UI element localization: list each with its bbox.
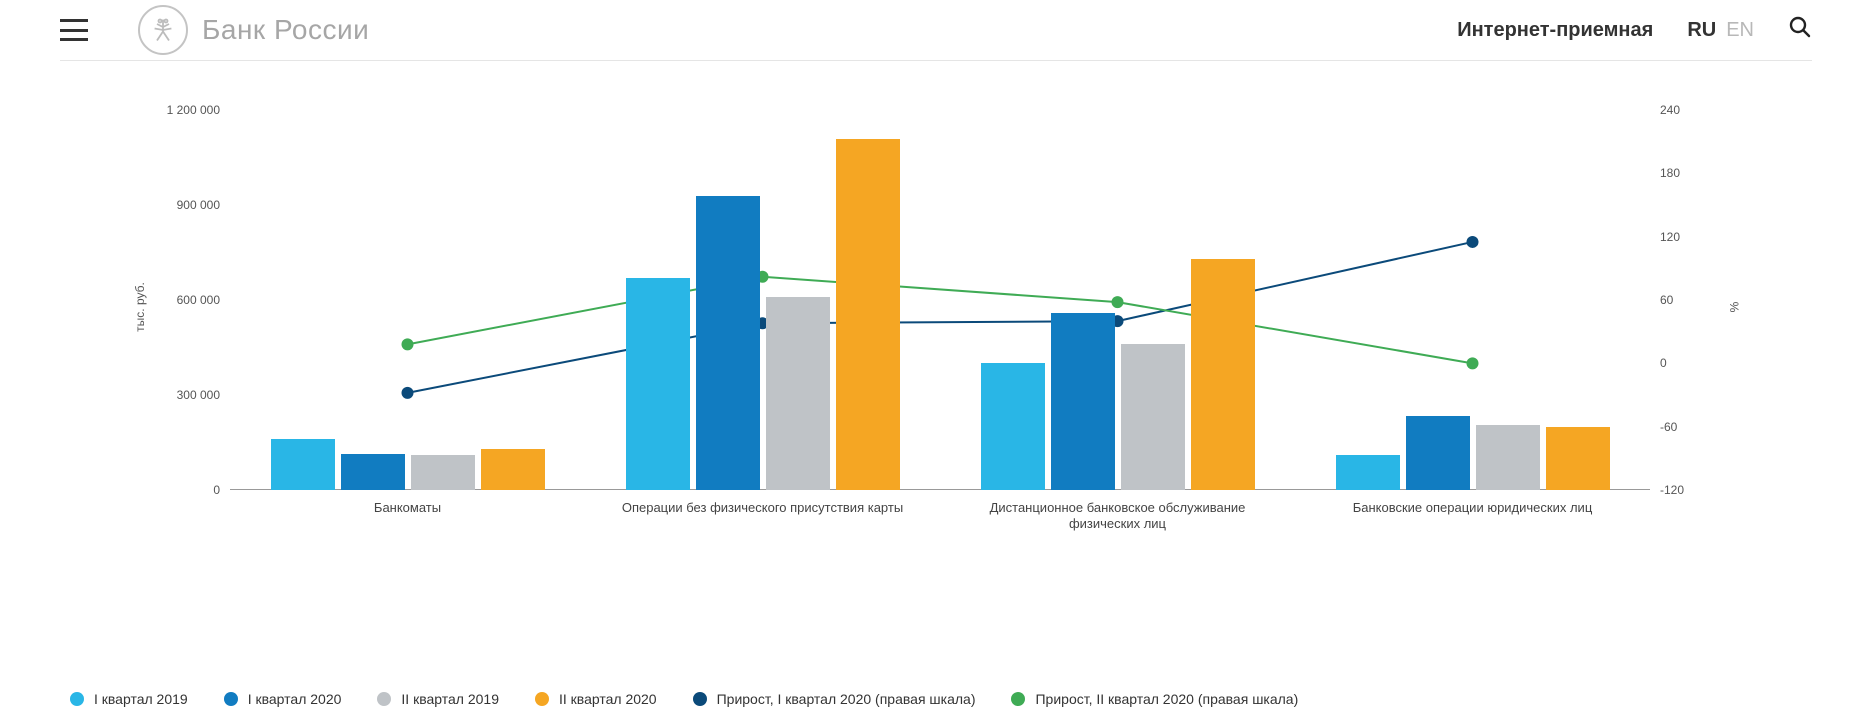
chart-bar	[626, 278, 690, 490]
eagle-icon	[138, 5, 188, 55]
chart-bar	[1476, 425, 1540, 490]
y-left-tick: 600 000	[177, 293, 220, 307]
chart-bar	[1121, 344, 1185, 490]
chart-bar	[696, 196, 760, 491]
legend-item[interactable]: II квартал 2020	[535, 691, 657, 707]
chart-line	[408, 242, 1473, 393]
chart-category-label: Операции без физического присутствия кар…	[566, 500, 960, 516]
y-left-tick: 0	[213, 483, 220, 497]
y-left-tick: 1 200 000	[167, 103, 220, 117]
legend-swatch	[693, 692, 707, 706]
legend-item[interactable]: Прирост, I квартал 2020 (правая шкала)	[693, 691, 976, 707]
language-switch: RU EN	[1687, 19, 1754, 42]
legend-swatch	[1011, 692, 1025, 706]
y-right-tick: 180	[1660, 166, 1680, 180]
legend-swatch	[377, 692, 391, 706]
chart-plot-area: тыс. руб. % 0300 000600 000900 0001 200 …	[230, 110, 1650, 490]
legend-item[interactable]: II квартал 2019	[377, 691, 499, 707]
legend-label: Прирост, I квартал 2020 (правая шкала)	[717, 691, 976, 707]
chart-bar	[1051, 313, 1115, 490]
lang-ru[interactable]: RU	[1687, 19, 1716, 42]
chart-category: Банковские операции юридических лиц	[1336, 110, 1610, 490]
chart-category-label: Банкоматы	[211, 500, 605, 516]
chart-bar	[271, 439, 335, 490]
chart-category: Банкоматы	[271, 110, 545, 490]
search-button[interactable]	[1788, 15, 1812, 45]
chart-bar	[1406, 416, 1470, 490]
menu-button[interactable]	[60, 19, 88, 41]
y-left-tick: 300 000	[177, 388, 220, 402]
legend-item[interactable]: I квартал 2020	[224, 691, 342, 707]
chart-category-label: Банковские операции юридических лиц	[1276, 500, 1670, 516]
y-left-tick: 900 000	[177, 198, 220, 212]
brand-name: Банк России	[202, 14, 369, 46]
y-right-tick: -120	[1660, 483, 1684, 497]
chart-bar	[411, 455, 475, 490]
site-header: Банк России Интернет-приемная RU EN	[60, 0, 1812, 61]
y-right-tick: -60	[1660, 420, 1677, 434]
chart-bar	[836, 139, 900, 491]
chart-category: Операции без физического присутствия кар…	[626, 110, 900, 490]
chart-bar	[1546, 427, 1610, 490]
y-right-tick: 60	[1660, 293, 1673, 307]
legend-swatch	[70, 692, 84, 706]
chart-line	[408, 277, 1473, 364]
legend-label: II квартал 2020	[559, 691, 657, 707]
chart: тыс. руб. % 0 300 000 600 000 900 000 1 200 …	[70, 95, 1810, 635]
lang-en[interactable]: EN	[1726, 19, 1754, 42]
chart-bar	[481, 449, 545, 490]
brand-logo[interactable]: Банк России	[138, 5, 369, 55]
chart-legend: I квартал 2019 I квартал 2020 II квартал 2…	[70, 691, 1298, 707]
legend-item[interactable]: I квартал 2019	[70, 691, 188, 707]
chart-bar	[1191, 259, 1255, 490]
legend-swatch	[535, 692, 549, 706]
legend-swatch	[224, 692, 238, 706]
y-right-tick: 120	[1660, 230, 1680, 244]
legend-label: Прирост, II квартал 2020 (правая шкала)	[1035, 691, 1298, 707]
chart-category: Дистанционное банковское обслуживаниефиз…	[981, 110, 1255, 490]
chart-bar	[981, 363, 1045, 490]
y-right-axis-label: %	[1728, 302, 1742, 313]
chart-bar	[766, 297, 830, 490]
reception-link[interactable]: Интернет-приемная	[1457, 19, 1653, 42]
y-left-axis-label: тыс. руб.	[133, 282, 147, 332]
legend-item[interactable]: Прирост, II квартал 2020 (правая шкала)	[1011, 691, 1298, 707]
legend-label: II квартал 2019	[401, 691, 499, 707]
chart-bar	[1336, 455, 1400, 490]
legend-label: I квартал 2019	[94, 691, 188, 707]
legend-label: I квартал 2020	[248, 691, 342, 707]
y-right-tick: 0	[1660, 356, 1667, 370]
y-right-tick: 240	[1660, 103, 1680, 117]
chart-bar	[341, 454, 405, 490]
chart-category-label: Дистанционное банковское обслуживаниефиз…	[921, 500, 1315, 533]
